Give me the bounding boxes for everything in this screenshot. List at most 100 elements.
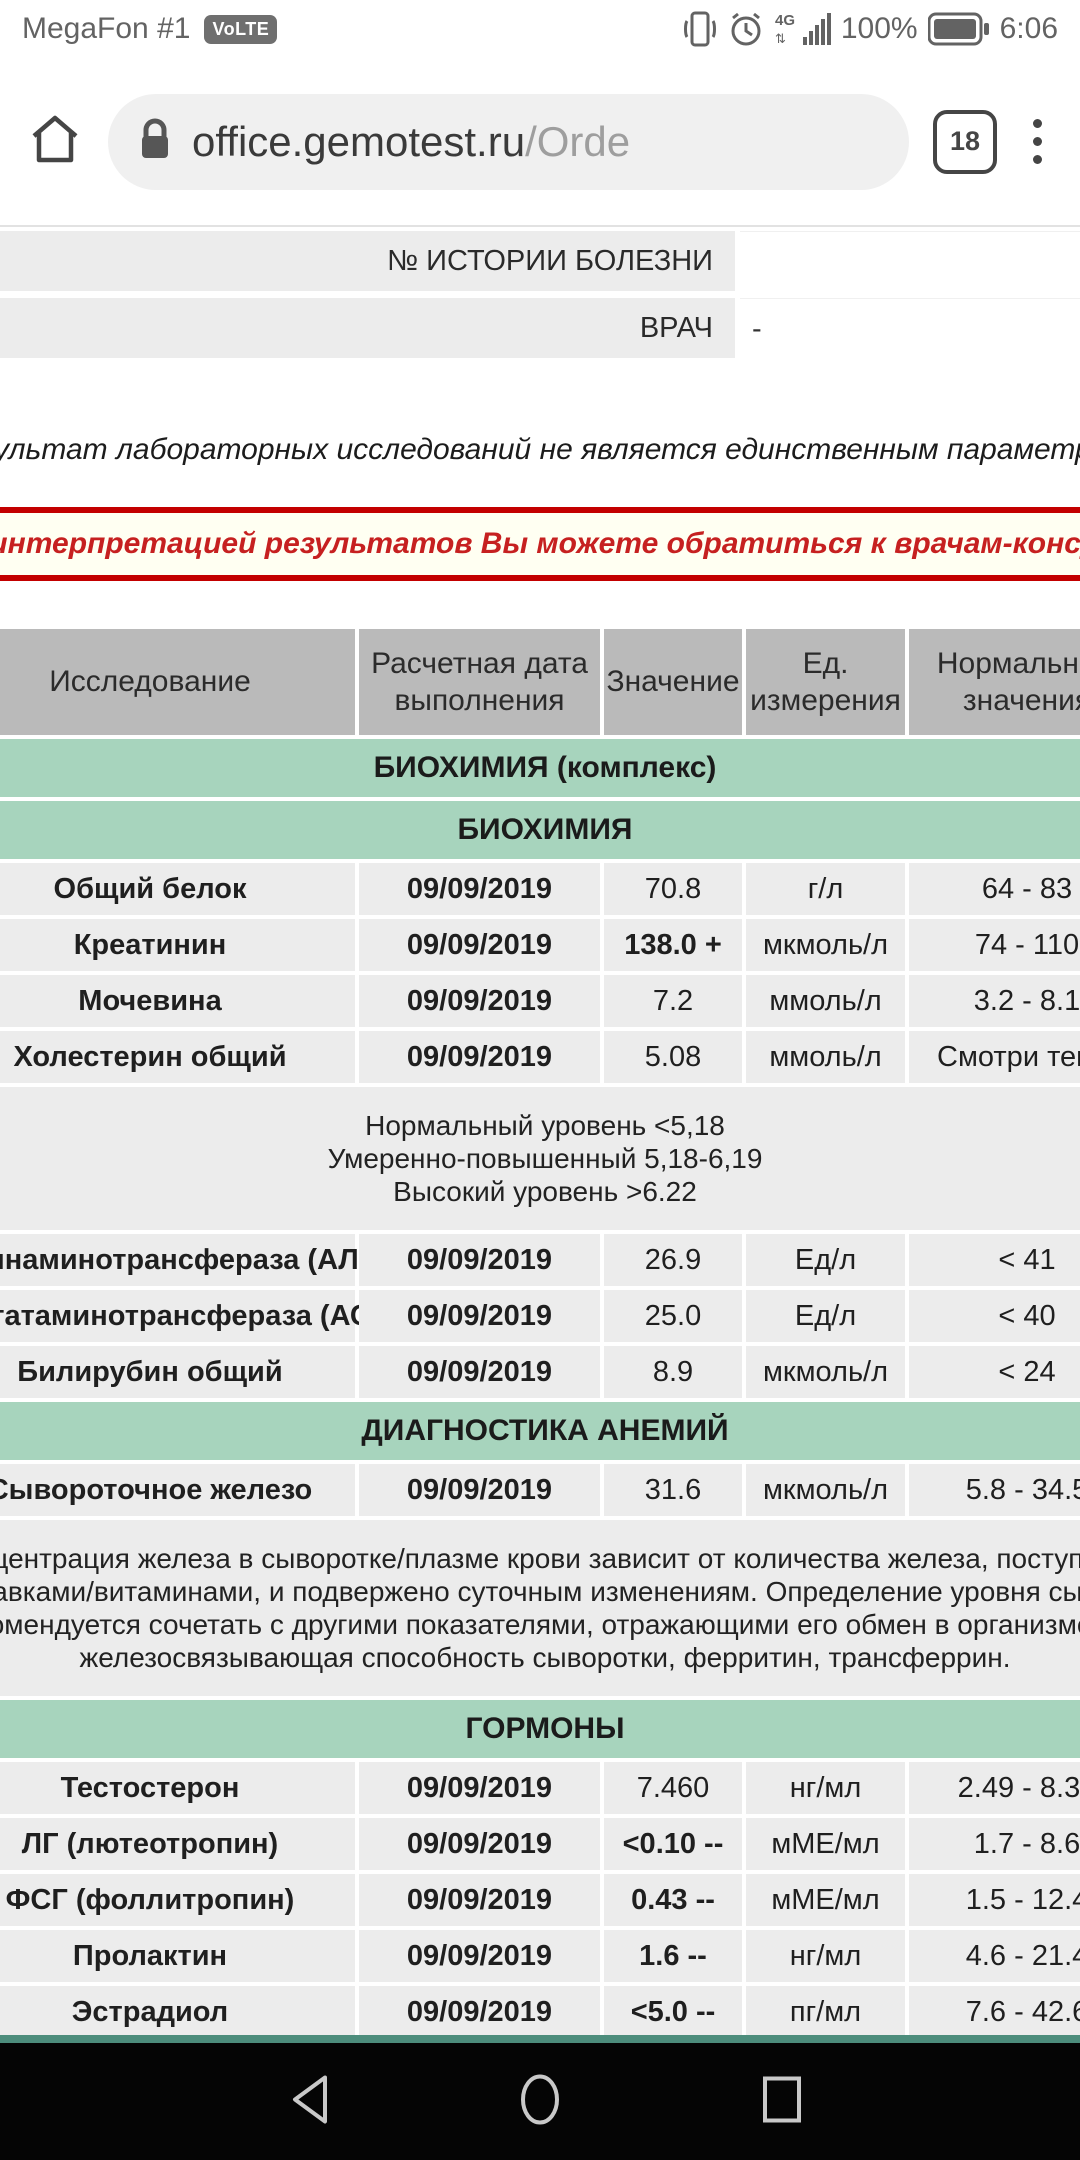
table-row: Сывороточное железо 09/09/2019 31.6 мкмо… bbox=[0, 1464, 1080, 1516]
note-line: рекомендуется сочетать с другими показат… bbox=[0, 1609, 1080, 1640]
info-value: - bbox=[740, 298, 1080, 359]
test-value-cell: 7.460 bbox=[604, 1762, 742, 1814]
test-unit-cell: нг/мл bbox=[746, 1762, 905, 1814]
table-row: Общий белок 09/09/2019 70.8 г/л 64 - 83 bbox=[0, 863, 1080, 915]
info-label: ВРАЧ bbox=[0, 298, 735, 358]
test-unit-cell: ммоль/л bbox=[746, 975, 905, 1027]
test-value-cell: 26.9 bbox=[604, 1234, 742, 1286]
results-header-row: Исследование Расчетная дата выполнения З… bbox=[0, 629, 1080, 735]
column-header: Нормальные значения bbox=[909, 629, 1080, 735]
table-row: Билирубин общий 09/09/2019 8.9 мкмоль/л … bbox=[0, 1346, 1080, 1398]
url-text: office.gemotest.ru/Orde bbox=[192, 117, 631, 165]
column-header: Расчетная дата выполнения bbox=[359, 629, 600, 735]
clock-label: 6:06 bbox=[999, 12, 1058, 45]
test-reference-cell: Смотри текст bbox=[909, 1031, 1080, 1083]
test-reference-cell: 2.49 - 8.36 bbox=[909, 1762, 1080, 1814]
android-nav-bar bbox=[0, 2043, 1080, 2160]
vibrate-icon bbox=[683, 9, 717, 49]
column-header: Ед. измерения bbox=[746, 629, 905, 735]
test-value-cell: 138.0 + bbox=[604, 919, 742, 971]
test-date-cell: 09/09/2019 bbox=[359, 863, 600, 915]
battery-icon bbox=[927, 12, 990, 46]
table-row: Эстрадиол 09/09/2019 <5.0 -- пг/мл 7.6 -… bbox=[0, 1986, 1080, 2038]
svg-text:4G: 4G bbox=[775, 12, 795, 29]
table-row: ЛГ (лютеотропин) 09/09/2019 <0.10 -- мМЕ… bbox=[0, 1818, 1080, 1870]
section-header-row: ДИАГНОСТИКА АНЕМИЙ bbox=[0, 1402, 1080, 1460]
table-row: ФСГ (фоллитропин) 09/09/2019 0.43 -- мМЕ… bbox=[0, 1874, 1080, 1926]
test-reference-cell: 1.7 - 8.6 bbox=[909, 1818, 1080, 1870]
home-circle-icon[interactable] bbox=[514, 2071, 566, 2132]
note-line: железосвязывающая способность сыворотки,… bbox=[79, 1642, 1011, 1673]
note-row: Нормальный уровень <5,18 Умеренно-повышен… bbox=[0, 1087, 1080, 1230]
test-unit-cell: мМЕ/мл bbox=[746, 1818, 905, 1870]
note-line: Нормальный уровень <5,18 bbox=[365, 1110, 725, 1141]
column-header: Исследование bbox=[0, 629, 355, 735]
home-icon[interactable] bbox=[26, 110, 84, 173]
table-row: Аспартатаминотрансфераза (АСТ) 09/09/201… bbox=[0, 1290, 1080, 1342]
test-date-cell: 09/09/2019 bbox=[359, 1930, 600, 1982]
test-value-cell: 5.08 bbox=[604, 1031, 742, 1083]
browser-toolbar: office.gemotest.ru/Orde 18 bbox=[0, 58, 1080, 225]
note-line: Высокий уровень >6.22 bbox=[393, 1176, 697, 1207]
test-name-cell: Пролактин bbox=[0, 1930, 355, 1982]
test-date-cell: 09/09/2019 bbox=[359, 1346, 600, 1398]
test-reference-cell: 1.5 - 12.4 bbox=[909, 1874, 1080, 1926]
test-name-cell: Холестерин общий bbox=[0, 1031, 355, 1083]
test-value-cell: 7.2 bbox=[604, 975, 742, 1027]
test-name-cell: Аспартатаминотрансфераза (АСТ) bbox=[0, 1290, 397, 1342]
web-page-content: № ИСТОРИИ БОЛЕЗНИ ВРАЧ - Результат лабор… bbox=[0, 231, 1080, 2038]
test-date-cell: 09/09/2019 bbox=[359, 1234, 600, 1286]
test-reference-cell: 5.8 - 34.5 bbox=[909, 1464, 1080, 1516]
test-unit-cell: мкмоль/л bbox=[746, 919, 905, 971]
tab-counter[interactable]: 18 bbox=[933, 109, 997, 174]
table-row: Аланинаминотрансфераза (АЛТ) 09/09/2019 … bbox=[0, 1234, 1080, 1286]
test-reference-cell: 7.6 - 42.6 bbox=[909, 1986, 1080, 2038]
test-name-cell: Сывороточное железо bbox=[0, 1464, 355, 1516]
test-value-cell: 70.8 bbox=[604, 863, 742, 915]
test-unit-cell: Ед/л bbox=[746, 1234, 905, 1286]
overflow-menu-icon[interactable] bbox=[1021, 119, 1054, 164]
table-row: № ИСТОРИИ БОЛЕЗНИ bbox=[0, 231, 1080, 292]
test-value-cell: 31.6 bbox=[604, 1464, 742, 1516]
test-reference-cell: < 24 bbox=[909, 1346, 1080, 1398]
test-date-cell: 09/09/2019 bbox=[359, 1986, 600, 2038]
test-date-cell: 09/09/2019 bbox=[359, 1818, 600, 1870]
test-unit-cell: ммоль/л bbox=[746, 1031, 905, 1083]
url-bar[interactable]: office.gemotest.ru/Orde bbox=[108, 93, 909, 190]
test-value-cell: 1.6 -- bbox=[604, 1930, 742, 1982]
volte-badge: VoLTE bbox=[204, 14, 278, 44]
toolbar-divider bbox=[0, 225, 1080, 227]
test-reference-cell: 64 - 83 bbox=[909, 863, 1080, 915]
test-name-cell: Эстрадиол bbox=[0, 1986, 355, 2038]
test-reference-cell: < 41 bbox=[909, 1234, 1080, 1286]
test-name-cell: ФСГ (фоллитропин) bbox=[0, 1874, 355, 1926]
test-value-cell: 25.0 bbox=[604, 1290, 742, 1342]
back-icon[interactable] bbox=[287, 2073, 333, 2130]
test-name-cell: ЛГ (лютеотропин) bbox=[0, 1818, 355, 1870]
section-header-row: БИОХИМИЯ bbox=[0, 801, 1080, 859]
test-unit-cell: пг/мл bbox=[746, 1986, 905, 2038]
test-name-cell: Мочевина bbox=[0, 975, 355, 1027]
4g-signal-icon: 4G ⇅ bbox=[775, 9, 831, 49]
table-row: ВРАЧ - bbox=[0, 298, 1080, 359]
test-reference-cell: 74 - 110 bbox=[909, 919, 1080, 971]
results-rows: БИОХИМИЯ (комплекс) БИОХИМИЯ Общий белок … bbox=[0, 739, 1080, 2038]
recents-icon[interactable] bbox=[758, 2073, 806, 2130]
lock-icon bbox=[138, 117, 172, 166]
results-table: Исследование Расчетная дата выполнения З… bbox=[0, 629, 1080, 2038]
battery-percent: 100% bbox=[840, 12, 918, 45]
table-row: Мочевина 09/09/2019 7.2 ммоль/л 3.2 - 8.… bbox=[0, 975, 1080, 1027]
note-line: добавками/витаминами, и подвержено суточ… bbox=[0, 1576, 1080, 1607]
warning-banner: За интерпретацией результатов Вы можете … bbox=[0, 507, 1080, 581]
test-name-cell: Билирубин общий bbox=[0, 1346, 355, 1398]
patient-info-table: № ИСТОРИИ БОЛЕЗНИ ВРАЧ - bbox=[0, 231, 1080, 359]
test-date-cell: 09/09/2019 bbox=[359, 919, 600, 971]
note-row: Концентрация железа в сыворотке/плазме к… bbox=[0, 1520, 1080, 1696]
test-unit-cell: нг/мл bbox=[746, 1930, 905, 1982]
info-value bbox=[740, 231, 1080, 292]
test-value-cell: <0.10 -- bbox=[604, 1818, 742, 1870]
table-row: Пролактин 09/09/2019 1.6 -- нг/мл 4.6 - … bbox=[0, 1930, 1080, 1982]
test-date-cell: 09/09/2019 bbox=[359, 1031, 600, 1083]
section-header-row: БИОХИМИЯ (комплекс) bbox=[0, 739, 1080, 797]
column-header: Значение bbox=[604, 629, 742, 735]
